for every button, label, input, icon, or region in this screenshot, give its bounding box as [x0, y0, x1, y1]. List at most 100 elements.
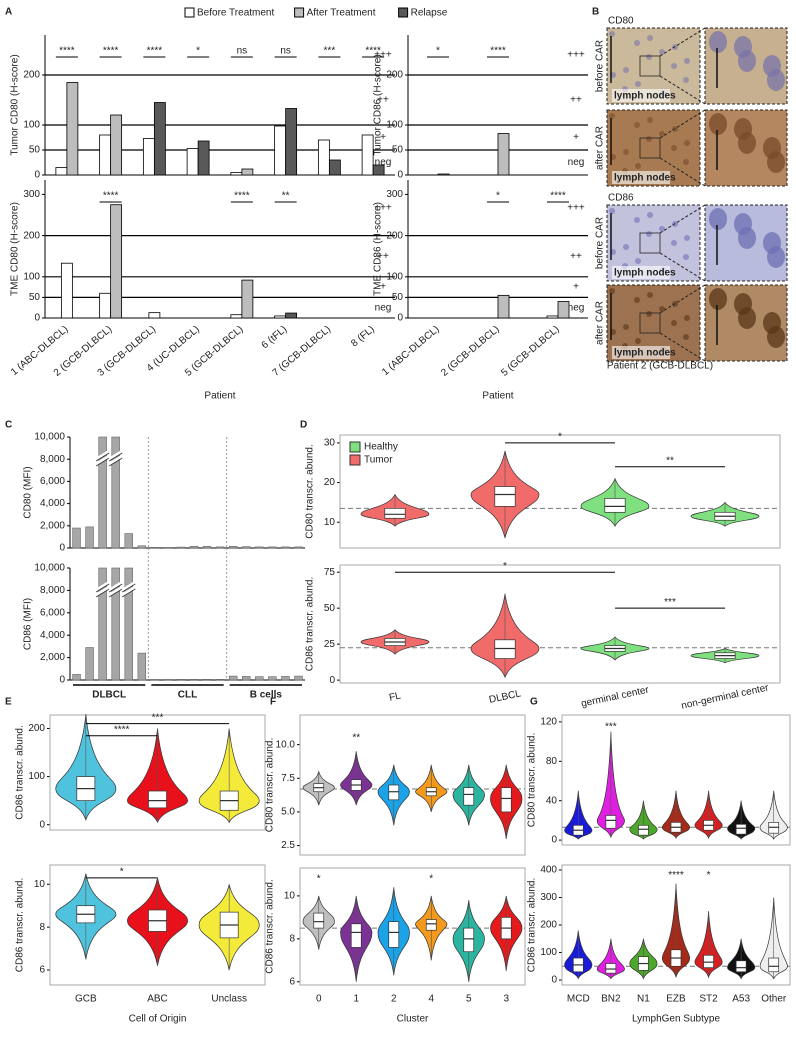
- nucleus: [659, 131, 665, 137]
- grade-label: +: [380, 282, 386, 293]
- nucleus: [659, 49, 665, 55]
- bar: [557, 301, 570, 319]
- grade-label: neg: [568, 157, 585, 168]
- bar: [111, 567, 120, 681]
- bar: [255, 676, 264, 681]
- y-axis-label: CD86 transcr. abund.: [15, 725, 26, 820]
- bar: [186, 148, 199, 176]
- y-tick-label: 6,000: [40, 607, 65, 618]
- y-tick-label: 8,000: [40, 585, 65, 596]
- y-tick-label: 100: [386, 271, 403, 282]
- significance: *: [496, 191, 500, 202]
- y-tick-label: 10.0: [276, 739, 296, 750]
- axis-break-edge: [108, 452, 123, 462]
- nucleus: [646, 54, 652, 60]
- x-tick-label: ABC: [147, 994, 168, 1005]
- bar: [202, 679, 212, 681]
- box: [605, 963, 617, 974]
- stain-label: CD86: [608, 193, 634, 204]
- box: [494, 639, 516, 659]
- legend-label: After Treatment: [307, 8, 376, 19]
- y-tick-label: 8,000: [40, 454, 65, 465]
- grade-label: +: [573, 282, 579, 293]
- bar: [189, 679, 199, 681]
- bar: [274, 315, 287, 319]
- y-tick-label: 100: [540, 947, 557, 958]
- tissue-label: lymph nodes: [614, 348, 676, 359]
- nucleus: [684, 235, 690, 241]
- axis-break: [108, 454, 123, 466]
- bar: [99, 134, 112, 176]
- cell: [709, 208, 727, 230]
- bar: [215, 679, 225, 681]
- significance: ****: [147, 46, 163, 57]
- significance: ****: [234, 191, 250, 202]
- x-axis-label: Patient: [482, 391, 513, 402]
- bar: [372, 164, 385, 176]
- zoom-region: [639, 137, 661, 159]
- box: [350, 923, 362, 948]
- panel-letter: C: [5, 420, 12, 431]
- y-tick-label: 200: [23, 70, 40, 81]
- x-tick-label: MCD: [567, 994, 590, 1005]
- label-bg: [612, 89, 670, 102]
- significance: ****: [668, 870, 684, 881]
- panel-letter: G: [530, 697, 538, 708]
- y-tick-label: 10: [34, 879, 46, 890]
- y-axis-label: TME CD86 (H-score): [373, 202, 384, 296]
- panel-letter: B: [592, 7, 599, 18]
- box: [768, 957, 780, 973]
- y-tick-label: 0: [551, 835, 557, 846]
- zoom-connector: [659, 109, 706, 139]
- bar: [60, 262, 73, 319]
- grade-label: ++: [377, 95, 389, 106]
- significance: *: [196, 46, 200, 57]
- bar: [72, 527, 81, 549]
- bar: [242, 546, 251, 549]
- x-tick-label: 2: [391, 994, 397, 1005]
- legend-label: Tumor: [364, 455, 393, 466]
- y-tick-label: 80: [546, 756, 558, 767]
- y-tick-label: 6: [39, 965, 45, 976]
- bar: [85, 647, 94, 681]
- cell: [734, 36, 752, 58]
- y-tick-label: 10,000: [34, 432, 65, 443]
- significance: *: [503, 561, 507, 572]
- significance: *: [120, 866, 124, 877]
- y-tick-label: 0: [34, 313, 40, 324]
- legend-label: Relapse: [411, 8, 448, 19]
- nucleus: [646, 311, 652, 317]
- y-tick-label: 7.5: [281, 773, 295, 784]
- nucleus: [609, 208, 615, 214]
- y-tick-label: 100: [28, 771, 45, 782]
- axis-break: [95, 454, 110, 466]
- bar: [137, 545, 147, 549]
- bar: [274, 125, 287, 176]
- box: [425, 919, 437, 931]
- significance: ****: [365, 46, 381, 57]
- panel-letter: E: [5, 697, 12, 708]
- y-tick-label: 5.0: [281, 807, 295, 818]
- nucleus: [623, 149, 629, 155]
- y-axis-label: CD86 transcr. abund.: [265, 879, 276, 974]
- y-tick-label: 100: [23, 271, 40, 282]
- x-tick-label: non-germinal center: [680, 682, 770, 711]
- axis-break-edge: [95, 452, 110, 462]
- legend-label: Before Treatment: [197, 8, 274, 19]
- y-axis-label: CD86 transcr. abund.: [527, 878, 538, 973]
- cell: [734, 293, 752, 315]
- y-tick-label: 300: [386, 189, 403, 200]
- bar: [72, 674, 81, 681]
- y-tick-label: 50: [392, 292, 404, 303]
- zoom-region: [639, 312, 661, 334]
- x-axis-label: Cluster: [397, 1014, 429, 1025]
- significance: ****: [103, 46, 119, 57]
- bar: [98, 436, 107, 549]
- cell: [734, 118, 752, 140]
- plot-frame: [339, 434, 781, 549]
- box: [494, 486, 516, 507]
- significance: ****: [114, 724, 130, 735]
- nucleus: [683, 254, 689, 260]
- y-axis-label: CD80 transcr. abund.: [265, 738, 276, 833]
- x-axis-label: Cell of Origin: [129, 1014, 187, 1025]
